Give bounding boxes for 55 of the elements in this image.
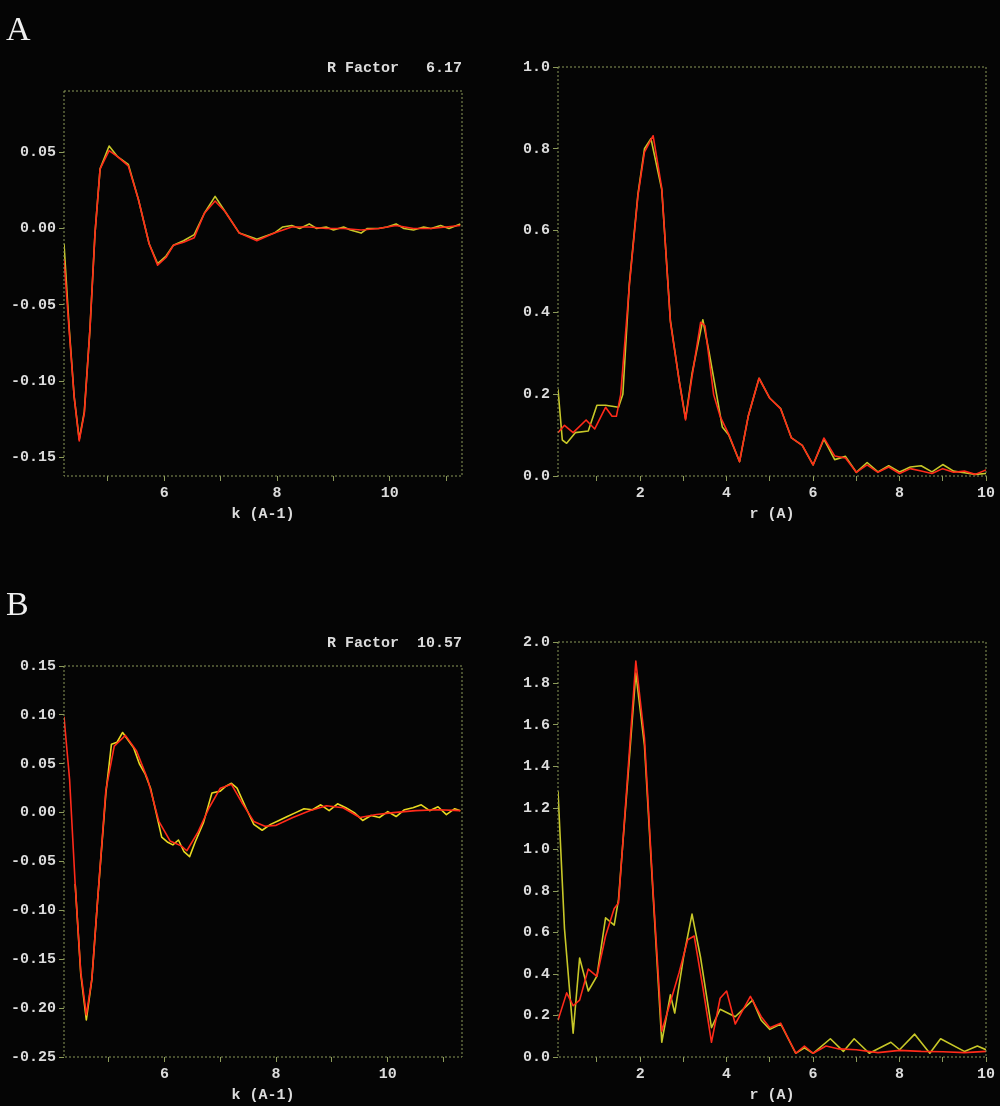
text: B	[6, 585, 29, 623]
y-tick-label: 1.0	[522, 841, 550, 859]
x-tick-label: 8	[271, 1065, 281, 1083]
y-tick-label: 0.4	[522, 304, 550, 322]
y-tick-label: 1.4	[522, 758, 550, 776]
y-tick-label: 0.15	[19, 657, 57, 675]
y-tick-label: 2.0	[522, 633, 550, 651]
y-tick-label: 0.8	[522, 140, 550, 158]
y-tick-label: 0.2	[522, 1007, 550, 1025]
y-tick-label: -0.10	[10, 373, 57, 391]
y-tick-label: -0.15	[10, 951, 57, 969]
y-tick-label: 1.6	[522, 716, 550, 734]
y-tick-label: 1.2	[522, 799, 550, 817]
x-tick-label: 4	[722, 484, 732, 502]
x-tick-label: 8	[895, 1065, 905, 1083]
chart-title: R Factor 6.17	[326, 59, 462, 77]
y-tick-label: 0.00	[19, 804, 57, 822]
y-tick-label: 0.05	[19, 143, 57, 161]
x-tick-label: 10	[976, 484, 996, 502]
y-tick-label: 0.2	[522, 385, 550, 403]
chart-title: R Factor 10.57	[326, 634, 462, 652]
y-tick-label: 0.10	[19, 706, 57, 724]
x-tick-label: 4	[722, 1065, 732, 1083]
y-tick-label: 0.6	[522, 222, 550, 240]
x-tick-label: 6	[159, 484, 169, 502]
y-tick-label: 0.4	[522, 965, 550, 983]
y-tick-label: -0.05	[10, 296, 57, 314]
y-tick-label: 0.0	[522, 1048, 550, 1066]
y-tick-label: -0.05	[10, 853, 57, 871]
text: A	[6, 10, 31, 48]
y-tick-label: 0.05	[19, 755, 57, 773]
x-tick-label: 8	[272, 484, 282, 502]
y-tick-label: 0.6	[522, 924, 550, 942]
x-tick-label: 10	[378, 1065, 397, 1083]
x-tick-label: 2	[635, 1065, 645, 1083]
x-axis-title: k (A-1)	[231, 505, 295, 523]
x-tick-label: 6	[159, 1065, 169, 1083]
y-tick-label: 0.0	[522, 467, 550, 485]
y-tick-label: -0.20	[10, 999, 57, 1017]
x-axis-title: r (A)	[749, 1086, 795, 1104]
x-tick-label: 6	[808, 1065, 818, 1083]
y-tick-label: -0.15	[10, 449, 57, 467]
y-tick-label: 0.8	[522, 882, 550, 900]
y-tick-label: -0.10	[10, 902, 57, 920]
x-tick-label: 10	[380, 484, 399, 502]
y-tick-label: 1.0	[522, 58, 550, 76]
x-axis-title: k (A-1)	[231, 1086, 295, 1104]
y-tick-label: 0.00	[19, 220, 57, 238]
x-tick-label: 2	[635, 484, 645, 502]
y-tick-label: 1.8	[522, 675, 550, 693]
x-axis-title: r (A)	[749, 505, 795, 523]
x-tick-label: 6	[808, 484, 818, 502]
y-tick-label: -0.25	[10, 1048, 57, 1066]
x-tick-label: 10	[976, 1065, 996, 1083]
x-tick-label: 8	[895, 484, 905, 502]
